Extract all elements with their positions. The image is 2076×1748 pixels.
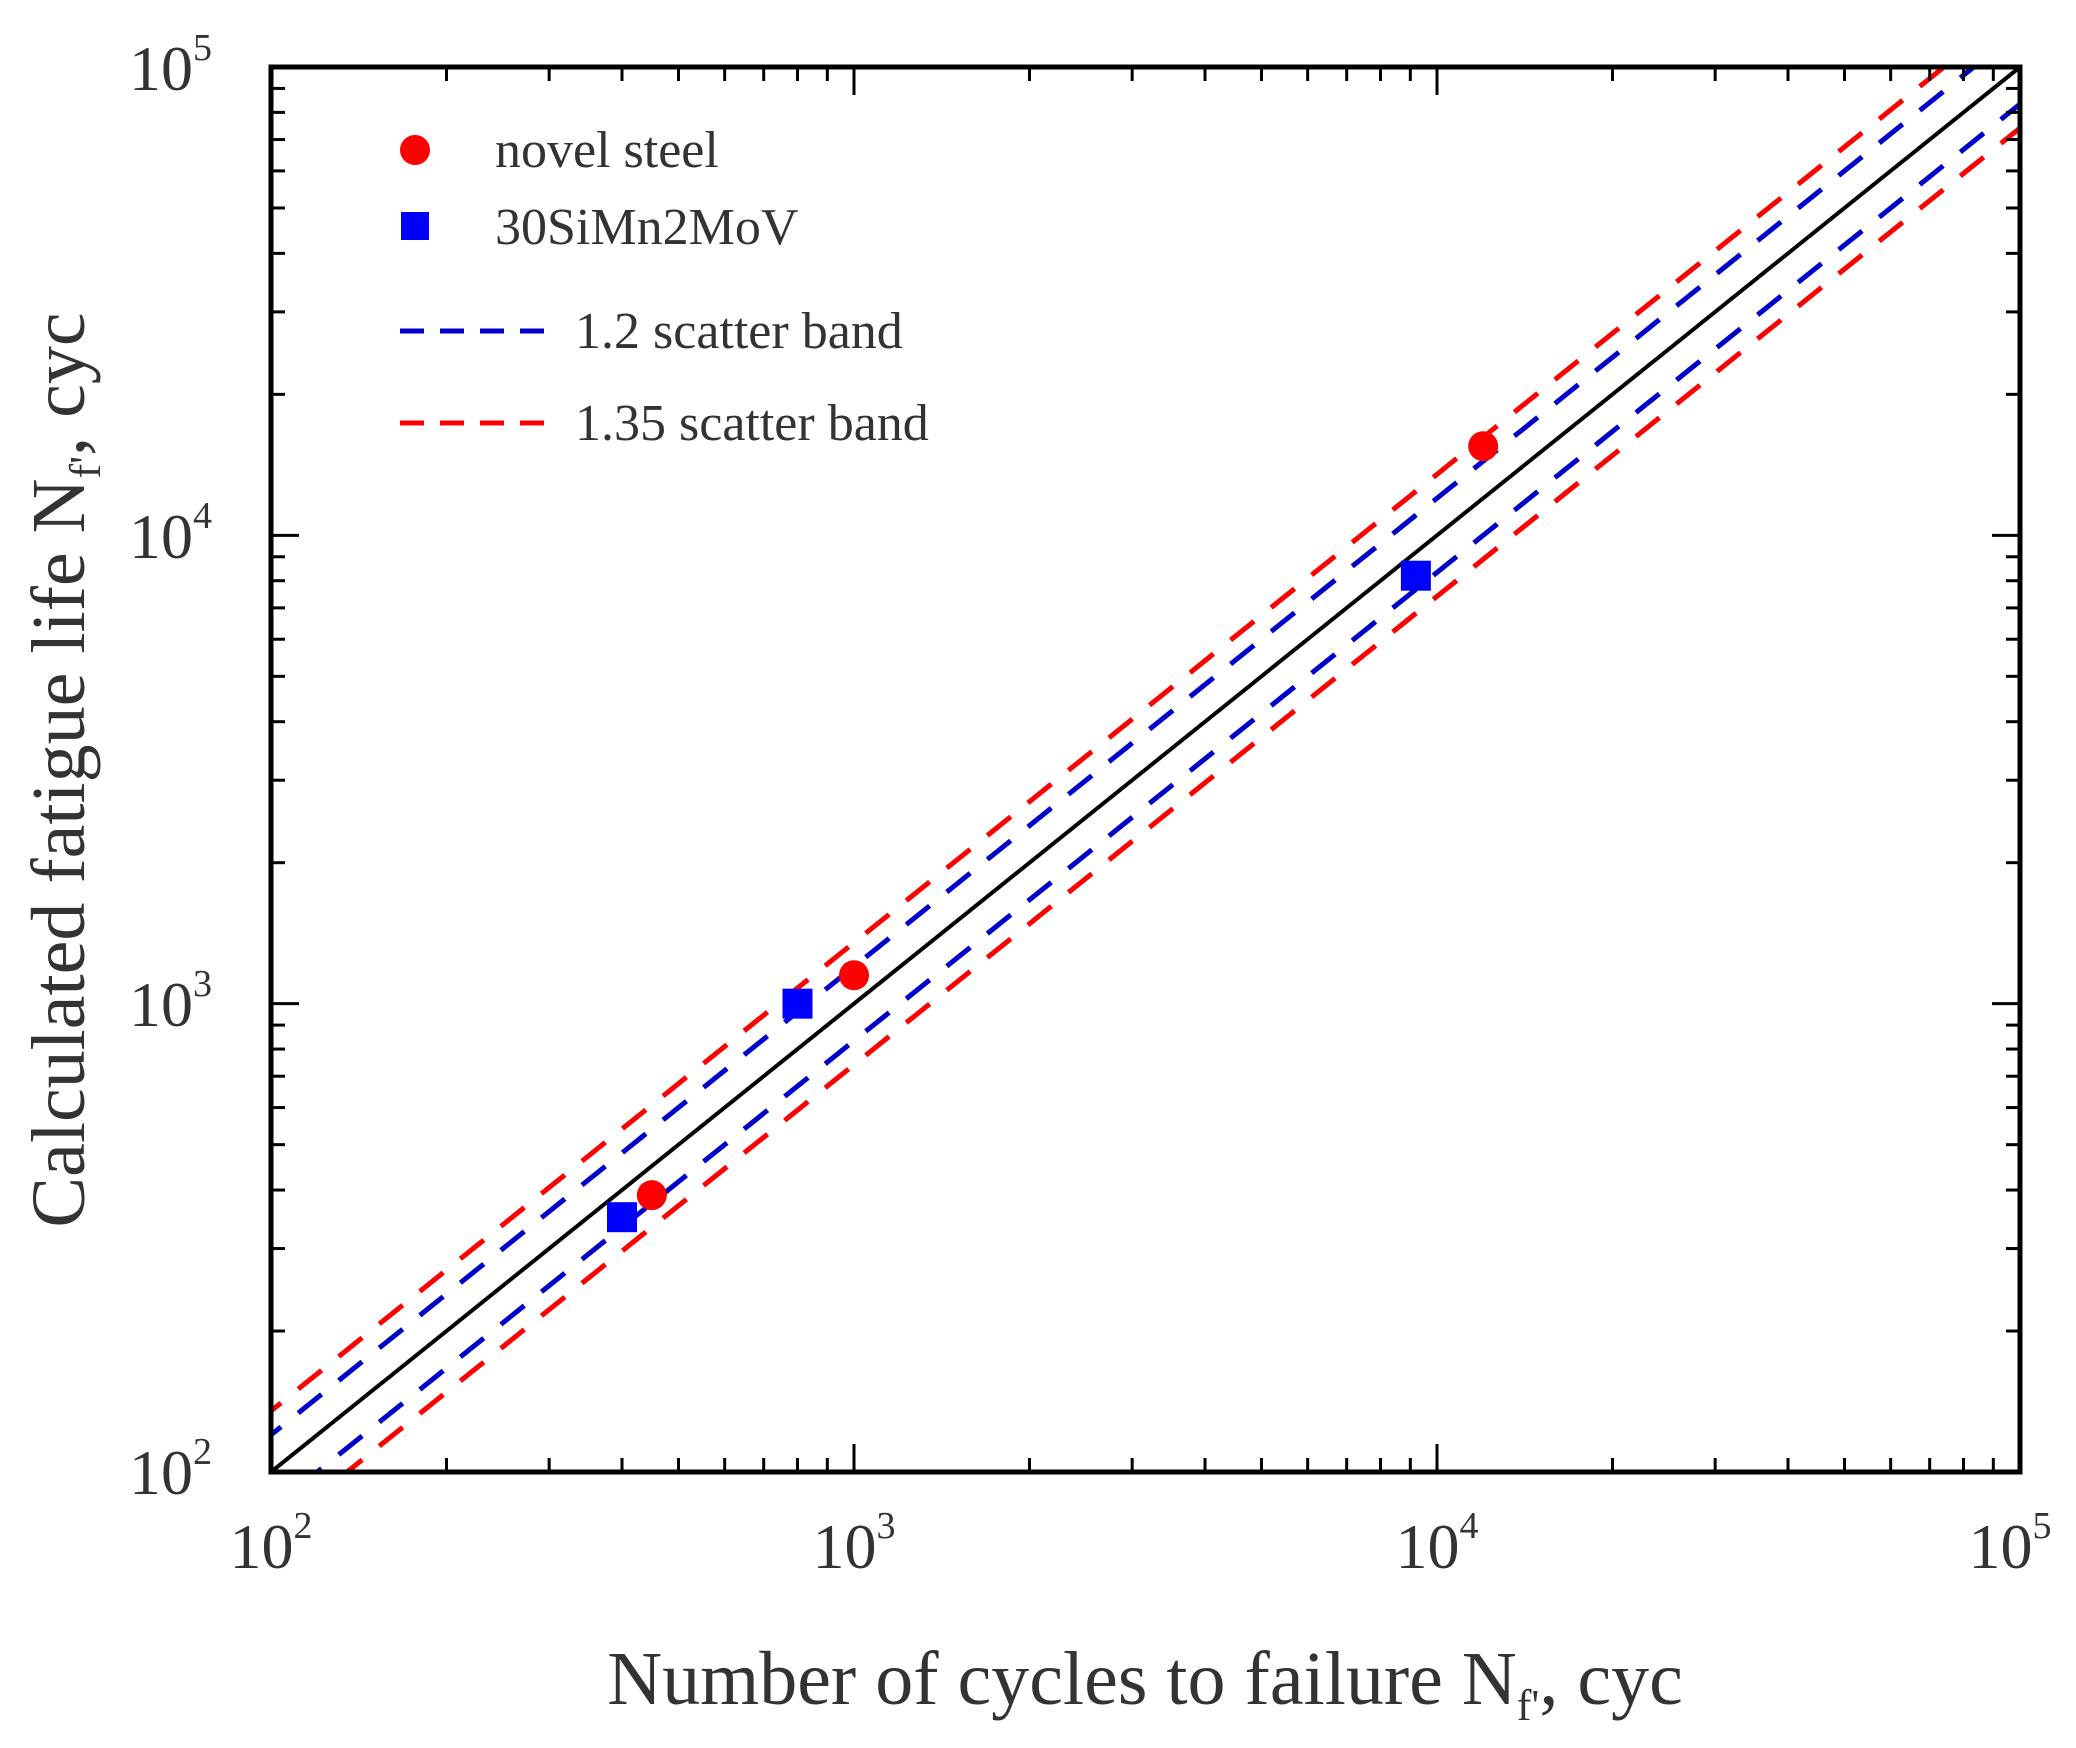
legend-marker-circle <box>400 135 430 165</box>
x-tick-label: 103 <box>813 1505 896 1582</box>
reference-lines <box>271 67 2020 1472</box>
x-tick-label: 102 <box>230 1505 313 1582</box>
y-tick-label: 105 <box>129 27 212 104</box>
legend-marker-square <box>401 212 429 240</box>
legend-label: novel steel <box>495 122 719 179</box>
legend-item-30simn2mov: 30SiMn2MoV <box>401 199 798 256</box>
one-to-one-line <box>271 67 2020 1472</box>
data-point-circle <box>636 1180 667 1211</box>
data-point-square <box>782 988 813 1019</box>
x-tick-labels: 102 103 104 105 <box>230 1505 2052 1582</box>
y-tick-label: 103 <box>129 963 212 1040</box>
legend-item-novel-steel: novel steel <box>400 122 719 179</box>
x-tick-label: 104 <box>1396 1505 1479 1582</box>
data-point-square <box>1400 560 1431 591</box>
x-axis-label: Number of cycles to failure Nf', cyc <box>607 1637 1683 1730</box>
y-tick-label: 102 <box>129 1431 212 1508</box>
1-35-scatter-band-upper <box>271 67 1949 1415</box>
legend-item-1-2-band: 1.2 scatter band <box>400 303 903 360</box>
y-tick-labels: 102 103 104 105 <box>129 27 212 1508</box>
axis-ticks <box>271 67 2020 1472</box>
x-tick-label: 105 <box>1969 1505 2052 1582</box>
data-point-square <box>607 1202 638 1233</box>
1-2-scatter-band-upper <box>271 67 1978 1439</box>
1-35-scatter-band-lower <box>343 124 2020 1472</box>
1-2-scatter-band-lower <box>313 100 2020 1472</box>
y-axis-label: Calculated fatigue life Nf', cyc <box>17 312 110 1227</box>
data-point-circle <box>839 960 869 991</box>
y-tick-label: 104 <box>129 495 212 572</box>
plot-frame <box>268 64 2023 1475</box>
legend-label: 1.2 scatter band <box>575 303 903 360</box>
data-points <box>607 431 1499 1233</box>
legend: novel steel 30SiMn2MoV 1.2 scatter band … <box>400 122 929 452</box>
legend-label: 1.35 scatter band <box>575 395 929 452</box>
data-point-circle <box>1468 431 1499 462</box>
legend-label: 30SiMn2MoV <box>495 199 798 256</box>
legend-item-1-35-band: 1.35 scatter band <box>400 395 929 452</box>
